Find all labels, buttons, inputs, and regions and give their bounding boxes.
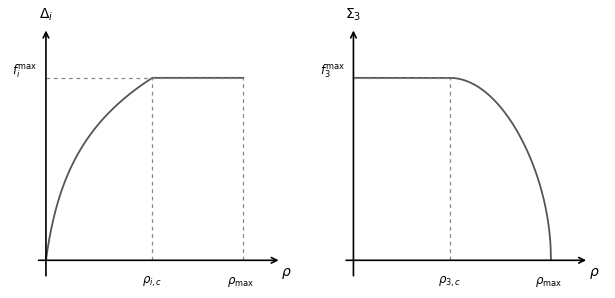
Text: $\rho_{\mathrm{max}}$: $\rho_{\mathrm{max}}$ bbox=[228, 275, 255, 289]
Text: $\rho$: $\rho$ bbox=[589, 266, 600, 282]
Text: $f_i^{\mathrm{max}}$: $f_i^{\mathrm{max}}$ bbox=[12, 62, 37, 80]
Text: $f_3^{\mathrm{max}}$: $f_3^{\mathrm{max}}$ bbox=[320, 62, 344, 80]
Text: $\rho_{3,c}$: $\rho_{3,c}$ bbox=[438, 275, 461, 289]
Text: $\Delta_i$: $\Delta_i$ bbox=[39, 7, 53, 23]
Text: $\rho_{i,c}$: $\rho_{i,c}$ bbox=[142, 275, 162, 289]
Text: $\rho$: $\rho$ bbox=[282, 266, 292, 282]
Text: $\rho_{\mathrm{max}}$: $\rho_{\mathrm{max}}$ bbox=[535, 275, 562, 289]
Text: $\Sigma_3$: $\Sigma_3$ bbox=[345, 7, 362, 23]
